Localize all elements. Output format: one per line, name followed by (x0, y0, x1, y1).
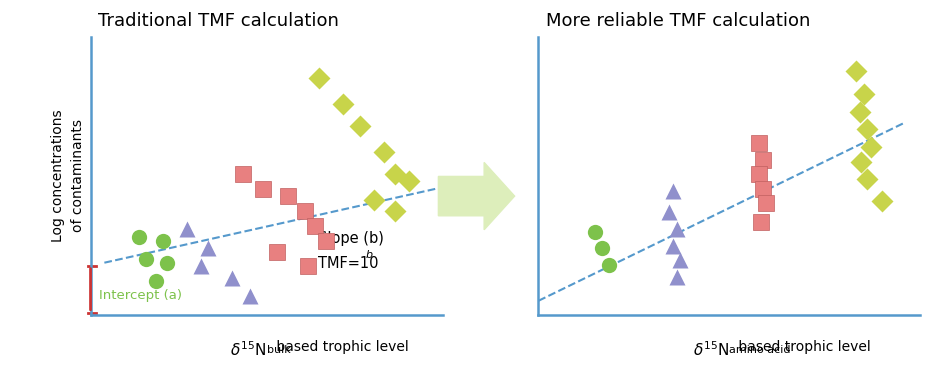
Text: bulk: bulk (267, 345, 290, 355)
Text: $\delta^{15}$N: $\delta^{15}$N (692, 340, 728, 359)
Text: More reliable TMF calculation: More reliable TMF calculation (545, 12, 809, 30)
Text: based trophic level: based trophic level (271, 340, 407, 354)
Text: Traditional TMF calculation: Traditional TMF calculation (97, 12, 338, 30)
Text: amino acid: amino acid (728, 345, 790, 355)
Text: $\delta^{15}$N: $\delta^{15}$N (230, 340, 267, 359)
FancyArrow shape (438, 162, 514, 230)
Text: Slope (b): Slope (b) (318, 231, 384, 246)
Text: TMF=10: TMF=10 (318, 256, 378, 271)
Y-axis label: Log concentrations
of contaminants: Log concentrations of contaminants (51, 110, 85, 242)
Text: based trophic level: based trophic level (733, 340, 869, 354)
Text: b: b (366, 250, 372, 260)
Text: Intercept (a): Intercept (a) (99, 289, 182, 302)
